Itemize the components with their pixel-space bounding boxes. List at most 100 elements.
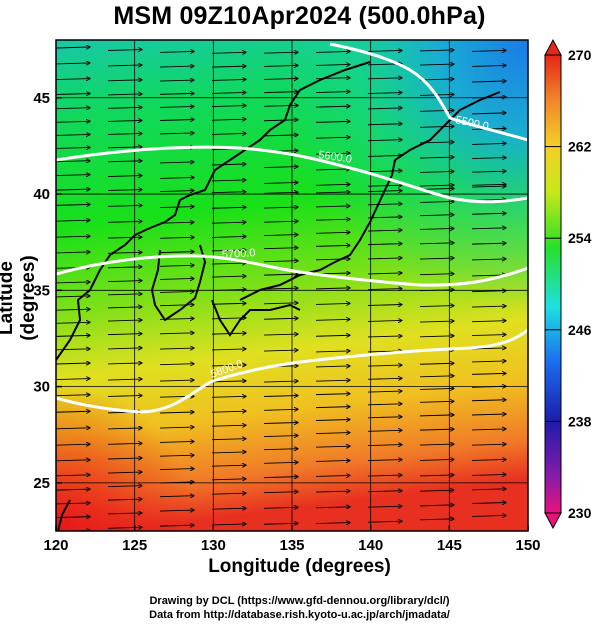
- streamline: [263, 436, 298, 437]
- streamline: [211, 289, 246, 290]
- streamline: [367, 204, 402, 205]
- streamline: [107, 147, 142, 148]
- streamline: [56, 322, 90, 323]
- streamline: [159, 510, 194, 511]
- streamline: [159, 51, 194, 52]
- x-tick-label: 125: [122, 537, 147, 554]
- credit-drawing: Drawing by DCL (https://www.gfd-dennou.o…: [149, 595, 450, 607]
- streamline: [211, 106, 246, 107]
- streamline: [211, 396, 246, 397]
- colorbar-bar: [544, 54, 562, 514]
- streamline: [367, 445, 402, 446]
- streamline: [56, 309, 90, 310]
- streamline: [315, 380, 350, 381]
- colorbar-bottom-arrow: [544, 512, 562, 530]
- streamline: [419, 401, 454, 402]
- y-tick-label: 35: [33, 282, 50, 299]
- streamline: [107, 307, 142, 308]
- streamline: [419, 290, 454, 291]
- streamline: [263, 350, 298, 351]
- streamline: [56, 63, 90, 64]
- contour-label: 5700.0: [222, 247, 256, 261]
- streamline: [367, 430, 402, 431]
- streamline: [367, 475, 402, 476]
- streamline: [107, 348, 142, 349]
- streamline: [107, 120, 142, 121]
- streamline: [107, 513, 142, 514]
- streamline: [56, 363, 90, 364]
- streamline: [107, 133, 142, 134]
- streamline: [471, 65, 506, 66]
- streamline: [56, 379, 90, 380]
- streamline: [107, 486, 142, 487]
- streamline: [315, 491, 350, 492]
- streamline: [367, 365, 402, 366]
- streamline: [315, 51, 350, 52]
- streamline: [211, 452, 246, 453]
- streamline: [159, 364, 194, 365]
- streamline: [211, 493, 246, 494]
- colorbar-tick-label: 254: [568, 230, 592, 246]
- streamline: [471, 386, 506, 387]
- streamline: [56, 121, 90, 122]
- streamline: [315, 460, 350, 461]
- streamline: [159, 455, 194, 456]
- streamline: [315, 92, 350, 93]
- streamline: [56, 282, 90, 283]
- streamline: [263, 135, 298, 136]
- streamline: [419, 429, 454, 430]
- streamline: [159, 305, 194, 306]
- streamline: [263, 167, 298, 168]
- streamline: [107, 443, 142, 444]
- streamline: [211, 349, 246, 350]
- streamline: [315, 366, 350, 367]
- streamline: [419, 157, 454, 158]
- streamline: [315, 232, 350, 233]
- streamline: [367, 289, 402, 290]
- streamline: [107, 65, 142, 66]
- height-contours: [56, 42, 528, 414]
- y-tick-label: 30: [33, 379, 50, 396]
- streamline: [263, 409, 298, 410]
- streamline: [159, 252, 194, 253]
- streamline: [419, 110, 454, 111]
- streamline: [211, 164, 246, 165]
- streamline: [56, 460, 90, 461]
- streamline: [367, 305, 402, 306]
- streamline: [367, 336, 402, 337]
- streamline: [107, 49, 142, 50]
- streamline: [315, 192, 350, 193]
- streamline: [263, 334, 298, 335]
- streamline: [471, 158, 506, 159]
- streamline: [107, 107, 142, 108]
- streamline: [471, 503, 506, 504]
- streamline: [367, 230, 402, 231]
- streamline: [367, 108, 402, 109]
- streamline: [211, 236, 246, 237]
- streamline: [56, 93, 90, 94]
- streamline: [211, 318, 246, 319]
- streamline: [159, 222, 194, 223]
- streamline: [159, 496, 194, 497]
- streamline: [315, 523, 350, 524]
- streamline: [471, 373, 506, 374]
- streamline: [159, 80, 194, 81]
- streamline: [263, 52, 298, 53]
- streamline: [211, 508, 246, 509]
- streamline: [315, 219, 350, 220]
- streamline: [315, 245, 350, 246]
- streamline: [419, 126, 454, 127]
- streamline: [419, 79, 454, 80]
- colorbar-tick-label: 270: [568, 47, 592, 63]
- streamline: [315, 137, 350, 138]
- streamline: [367, 155, 402, 156]
- streamline: [211, 303, 246, 304]
- streamline: [263, 235, 298, 236]
- streamline: [159, 191, 194, 192]
- streamline: [159, 177, 194, 178]
- streamline: [367, 78, 402, 79]
- streamline: [315, 319, 350, 320]
- streamline: [367, 378, 402, 379]
- streamline: [315, 64, 350, 65]
- streamline: [419, 274, 454, 275]
